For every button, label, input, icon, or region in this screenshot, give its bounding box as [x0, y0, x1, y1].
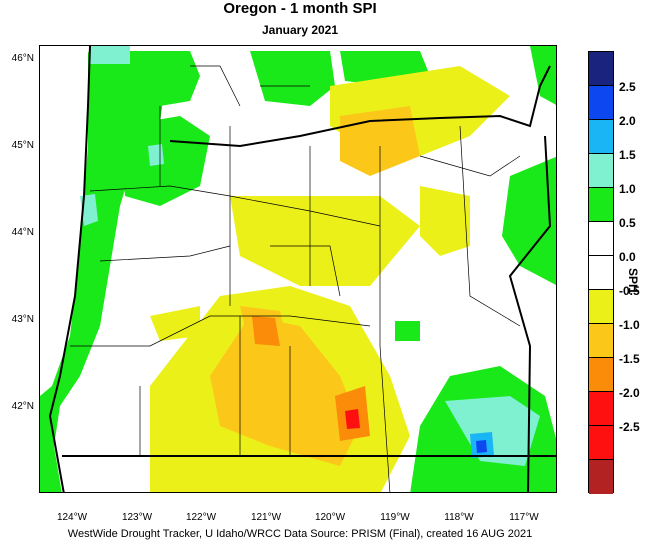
legend-label: -1.5: [619, 352, 640, 366]
lon-tick-119: 119°W: [380, 512, 410, 523]
map-subtitle: January 2021: [261, 23, 339, 37]
spi-area-nw-green: [140, 51, 200, 106]
spi-area-se-aqua: [445, 396, 540, 466]
spi-area-north-green-1: [250, 51, 335, 106]
legend-swatch: [589, 120, 613, 154]
spi-area-east-yellow: [420, 186, 470, 256]
spi-area-central-yellow: [230, 196, 420, 286]
ocean-white: [40, 46, 88, 396]
legend-title: SPI1: [626, 268, 640, 295]
lat-tick-46: 46°N: [11, 53, 34, 64]
legend-swatch: [589, 392, 613, 426]
map-panel: [39, 45, 557, 493]
legend-label: 0.5: [619, 216, 636, 230]
legend-swatch: [589, 358, 613, 392]
color-legend: [588, 51, 614, 494]
legend-label: 1.0: [619, 182, 636, 196]
legend-swatch: [589, 460, 613, 494]
legend-swatch: [589, 188, 613, 222]
lat-tick-44: 44°N: [11, 227, 34, 238]
lon-tick-122: 122°W: [185, 512, 217, 523]
lat-tick-42: 42°N: [11, 401, 34, 412]
lon-tick-118: 118°W: [444, 512, 474, 523]
legend-swatch: [589, 52, 613, 86]
spi-area-darkorange: [252, 316, 280, 346]
spi-area-west-yellow: [150, 306, 200, 341]
lat-tick-45: 45°N: [11, 140, 34, 151]
spi-area-mid-green: [395, 321, 420, 341]
legend-label: 2.0: [619, 114, 636, 128]
spi-area-valley-green: [120, 116, 210, 206]
lon-tick-120: 120°W: [314, 512, 346, 523]
spi-area-aqua-coast: [80, 194, 98, 226]
legend-label: 2.5: [619, 80, 636, 94]
lon-tick-121: 121°W: [250, 512, 282, 523]
spi-map: [40, 46, 556, 492]
map-title: Oregon - 1 month SPI: [223, 0, 377, 17]
spi-area-ne-green: [530, 46, 556, 105]
legend-label: -1.0: [619, 318, 640, 332]
legend-label: 1.5: [619, 148, 636, 162]
lon-tick-124: 124°W: [56, 512, 88, 523]
spi-area-east-green: [502, 156, 556, 285]
legend-swatch: [589, 154, 613, 188]
legend-swatch: [589, 256, 613, 290]
spi-area-south-orange: [210, 316, 360, 466]
legend-swatch: [589, 324, 613, 358]
legend-swatch: [589, 426, 613, 460]
legend-label: 0.0: [619, 250, 636, 264]
lat-tick-43: 43°N: [11, 314, 34, 325]
county-boundaries: [70, 65, 521, 492]
lon-tick-117: 117°W: [509, 512, 539, 523]
legend-label: -0.5: [619, 284, 640, 298]
legend-swatch: [589, 290, 613, 324]
spi-area-aqua-valley: [148, 144, 164, 166]
legend-swatch: [589, 222, 613, 256]
spi-area-red: [345, 409, 360, 429]
legend-label: -2.0: [619, 386, 640, 400]
legend-swatch: [589, 86, 613, 120]
state-border: [48, 46, 556, 492]
spi-area-se-blue: [476, 440, 487, 453]
lon-tick-123: 123°W: [121, 512, 153, 523]
spi-area-aqua-nw: [90, 46, 130, 64]
footer-credit: WestWide Drought Tracker, U Idaho/WRCC D…: [67, 528, 533, 540]
legend-label: -2.5: [619, 420, 640, 434]
